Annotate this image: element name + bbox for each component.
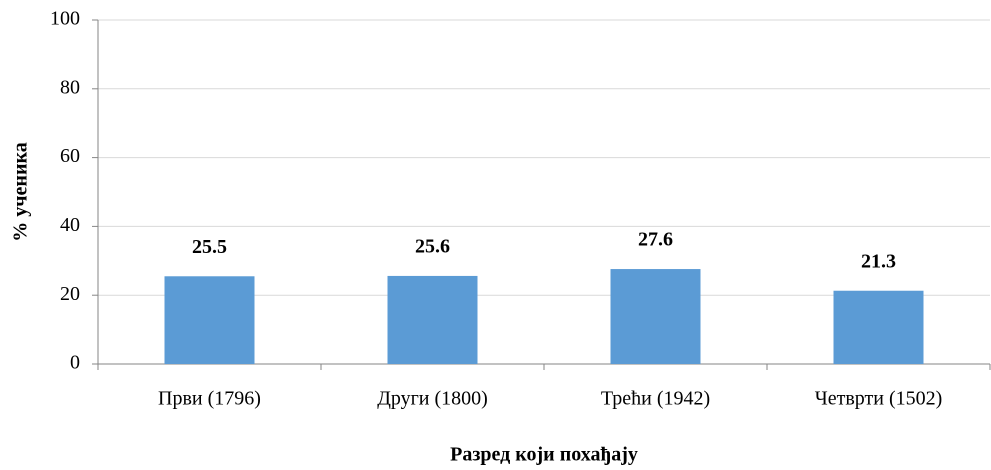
y-axis-label: % ученика [10,142,32,241]
x-axis-label: Разред који похађају [450,444,638,466]
data-label: 25.5 [192,236,227,258]
x-tick-label: Четврти (1502) [815,388,943,410]
y-tick-label: 20 [60,283,80,305]
x-tick-label: Први (1796) [158,388,261,410]
y-tick-label: 80 [60,76,80,98]
x-tick-label: Трећи (1942) [601,388,710,410]
bar [833,290,924,364]
bar [164,276,255,364]
y-tick-label: 60 [60,145,80,167]
x-tick-label: Други (1800) [377,388,488,410]
bar [387,275,478,364]
bar [610,269,701,364]
y-tick-label: 100 [50,8,80,30]
data-label: 21.3 [861,250,896,272]
y-tick-label: 0 [70,352,80,374]
y-tick-label: 40 [60,214,80,236]
data-label: 25.6 [415,236,450,258]
data-label: 27.6 [638,229,673,251]
